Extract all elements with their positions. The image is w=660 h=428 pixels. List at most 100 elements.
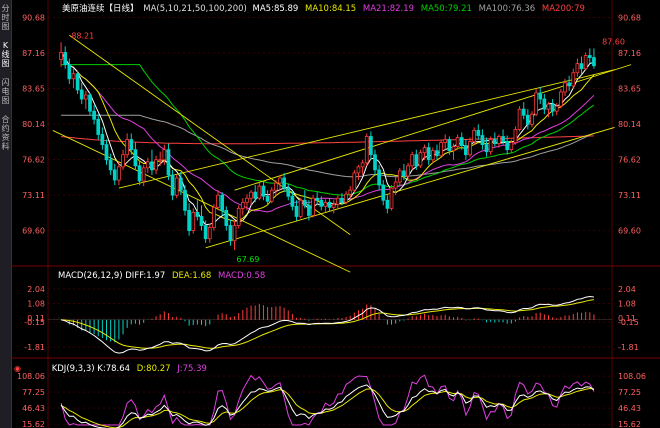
candle-up (236, 207, 241, 226)
price-tick-label-left: 80.14 (22, 120, 45, 129)
tab-timeshare[interactable]: 分时图 (1, 4, 10, 31)
candle-up (174, 177, 179, 196)
ma100-value: MA100:76.36 (478, 4, 536, 14)
ma5-line (60, 52, 595, 226)
period-label[interactable]: 【日线】 (104, 4, 139, 14)
ma50-line (61, 64, 595, 196)
macd-dea: DEA:1.68 (171, 271, 212, 281)
candle-down (587, 55, 592, 58)
candle-down (75, 73, 80, 91)
candle-up (141, 167, 146, 182)
candle-down (203, 225, 208, 240)
candle-up (430, 150, 435, 161)
candle-up (563, 82, 567, 93)
candle-up (245, 197, 249, 203)
candle-up (323, 201, 328, 207)
candle-down (426, 147, 431, 161)
candle-down (261, 185, 266, 197)
candle-down (459, 137, 464, 147)
candle-up (497, 136, 501, 144)
candle-up (468, 141, 472, 156)
tab-kline[interactable]: K线图 (1, 41, 10, 68)
candle-up (389, 187, 394, 209)
trend-support-line (205, 126, 615, 249)
candle-down (373, 154, 377, 171)
candle-up (331, 203, 336, 208)
candle-down (501, 136, 505, 142)
candle-down (265, 195, 270, 202)
price-annotation: 88.21 (71, 31, 94, 40)
macd-diff: DIFF:1.97 (125, 271, 166, 281)
candle-up (352, 172, 357, 191)
price-header: 美原油连续【日线】 MA(5,10,21,50,100,200) MA5:85.… (62, 2, 585, 14)
candle-up (59, 52, 63, 60)
tab-contract-info[interactable]: 合约资料 (1, 115, 10, 151)
kdj-k-line (60, 384, 595, 428)
price-tick-label-left: 76.62 (22, 156, 45, 165)
ma100-line (61, 114, 595, 178)
candle-down (464, 145, 468, 156)
kdj-d-line (60, 387, 594, 428)
tab-flash[interactable]: 闪电图 (1, 78, 10, 105)
candle-down (100, 134, 105, 145)
macd-header: MACD(26,12,9) DIFF:1.97 DEA:1.68 MACD:0.… (58, 271, 265, 281)
candle-up (158, 159, 163, 162)
candle-down (294, 205, 299, 217)
indicator-settings-icon[interactable]: ◉ (14, 364, 21, 373)
candle-down (369, 136, 373, 156)
candle-down (492, 139, 497, 144)
price-tick-label-right: 83.65 (618, 84, 641, 93)
candle-down (228, 225, 233, 242)
price-tick-label-right: 73.11 (618, 191, 641, 200)
price-tick-label-left: 87.16 (22, 49, 45, 58)
candle-down (435, 150, 439, 157)
candle-up (534, 92, 538, 115)
candle-down (282, 177, 286, 189)
candle-down (96, 118, 101, 135)
price-tick-label-left: 69.60 (22, 227, 45, 236)
candle-up (517, 108, 522, 130)
candle-down (67, 64, 72, 80)
kdj-header: ◉ KDJ(9,3,3) K:78.64 D:80.27 J:75.39 (14, 364, 207, 374)
candle-up (121, 154, 125, 168)
candle-up (418, 152, 423, 167)
macd-tick-label-left: 0.11 (27, 314, 45, 323)
candle-down (340, 197, 344, 203)
candle-down (447, 139, 452, 152)
kdj-tick-label-left: 15.62 (22, 420, 45, 428)
candle-up (530, 113, 534, 125)
price-tick-label-right: 69.60 (618, 227, 641, 236)
candle-up (356, 166, 361, 174)
chart-canvas[interactable]: 90.68 90.68 87.16 87.16 83.65 83.65 80.14 80.14… (11, 0, 660, 428)
candle-down (538, 92, 543, 100)
candle-down (402, 170, 406, 177)
sidebar: 分时图 K线图 闪电图 合约资料 (0, 0, 12, 428)
candle-up (439, 142, 443, 157)
ma10-value: MA10:84.15 (305, 4, 357, 14)
ma10-line (60, 52, 595, 222)
candle-up (546, 103, 551, 110)
candle-down (224, 209, 229, 226)
candle-down (521, 108, 526, 116)
candle-up (575, 63, 580, 74)
macd-tick-label-right: 2.04 (618, 285, 636, 294)
candle-up (571, 72, 576, 87)
kdj-tick-label-left: 108.06 (17, 372, 45, 381)
candle-up (488, 139, 493, 153)
candle-up (348, 189, 353, 195)
candle-up (509, 142, 514, 151)
ma200-value: MA200:79 (541, 4, 585, 14)
candle-up (559, 91, 563, 107)
candle-down (542, 98, 547, 110)
kdj-tick-label-right: 46.43 (618, 404, 641, 413)
candle-up (335, 197, 340, 205)
price-tick-label-left: 90.68 (22, 13, 45, 22)
candle-down (385, 199, 390, 209)
candle-down (550, 103, 555, 112)
candle-down (195, 212, 200, 217)
candle-up (71, 73, 76, 80)
candle-up (240, 201, 245, 209)
candle-up (298, 199, 303, 217)
price-tick-label-left: 73.11 (22, 191, 45, 200)
